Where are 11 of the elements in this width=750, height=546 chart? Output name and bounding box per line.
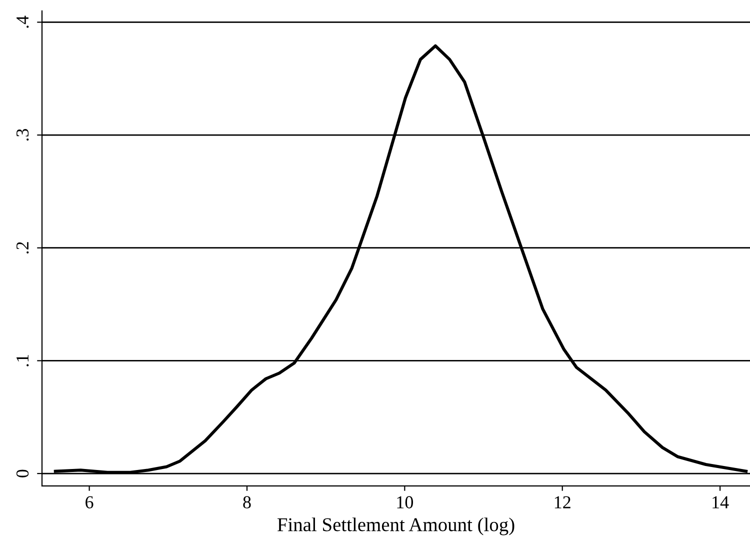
x-axis-title: Final Settlement Amount (log) [277,518,514,536]
x-tick-label: 8 [243,496,251,508]
x-tick-label: 10 [397,496,414,508]
y-tick-label: .1 [16,355,29,366]
y-tick-label: .3 [16,128,29,141]
y-tick-label: .2 [16,242,29,254]
x-tick-label: 6 [86,496,94,508]
x-tick-label: 14 [712,496,729,508]
y-tick-label: .4 [16,16,29,28]
y-tick-label: 0 [16,470,29,478]
x-tick-label: 12 [554,496,570,508]
